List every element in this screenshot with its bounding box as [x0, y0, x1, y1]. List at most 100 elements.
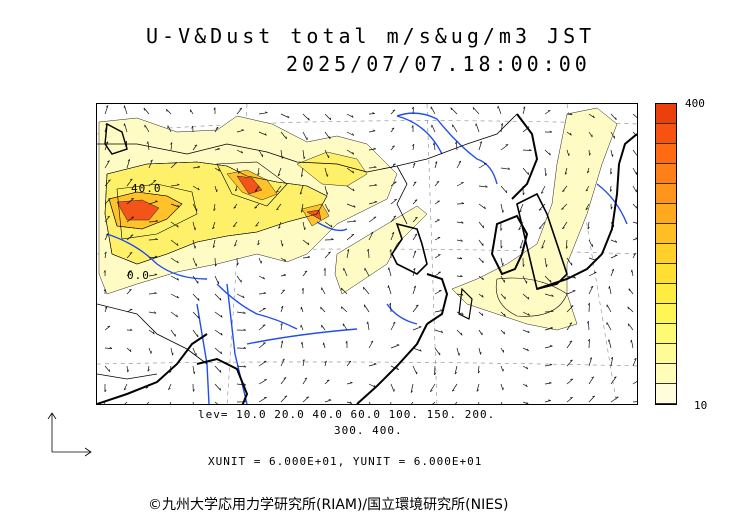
wind-arrow — [566, 275, 576, 279]
wind-arrow-head — [592, 395, 595, 398]
wind-arrow — [522, 293, 530, 300]
wind-arrow — [456, 347, 460, 356]
wind-arrow-head — [303, 156, 306, 160]
wind-arrow-head — [129, 328, 133, 331]
wind-arrow-head — [440, 330, 444, 333]
wind-arrow-head — [551, 294, 554, 297]
wind-arrow — [368, 401, 371, 404]
wind-arrow-head — [392, 145, 395, 148]
wind-arrow — [544, 167, 547, 176]
wind-arrow — [522, 401, 529, 404]
wind-arrow-head — [587, 302, 590, 306]
wind-arrow — [566, 131, 572, 136]
wind-arrow-head — [194, 227, 196, 231]
wind-arrow — [301, 341, 304, 349]
wind-arrow-head — [459, 257, 463, 260]
wind-arrow — [456, 311, 464, 316]
wind-arrow — [390, 181, 397, 187]
wind-arrow-head — [481, 294, 484, 298]
wind-arrow — [609, 286, 612, 295]
wind-arrow — [320, 306, 326, 313]
wind-arrow — [258, 324, 266, 331]
wind-arrow-head — [522, 264, 525, 267]
wind-arrow — [302, 149, 305, 159]
wind-arrow-head — [372, 129, 376, 132]
wind-arrow-head — [607, 339, 610, 342]
wind-arrow-head — [212, 245, 216, 248]
wind-arrow-head — [329, 117, 332, 120]
colorbar-segment — [656, 304, 676, 324]
wind-arrow-head — [219, 370, 222, 373]
wind-arrow-head — [243, 311, 246, 314]
wind-arrow — [610, 396, 619, 403]
wind-arrow-head — [350, 381, 353, 384]
colorbar-segment — [656, 344, 676, 364]
wind-arrow-head — [507, 167, 511, 170]
wind-arrow — [236, 365, 246, 368]
wind-arrow — [300, 203, 304, 213]
wind-arrow-head — [519, 210, 522, 213]
wind-arrow — [148, 311, 157, 314]
wind-arrow — [500, 203, 504, 213]
wind-arrow — [214, 347, 222, 355]
wind-arrow-head — [630, 269, 633, 273]
wind-arrow — [566, 322, 573, 331]
wind-arrow — [609, 185, 612, 192]
wind-arrow — [476, 383, 480, 392]
wind-arrow-head — [103, 288, 106, 292]
wind-arrow-head — [348, 360, 352, 363]
wind-arrow — [192, 293, 200, 301]
wind-arrow — [104, 179, 111, 187]
wind-arrow — [368, 340, 374, 349]
wind-arrow — [434, 365, 436, 375]
wind-arrow — [538, 203, 546, 211]
wind-arrow-head — [630, 339, 632, 343]
wind-arrow — [258, 360, 267, 367]
wind-arrow — [280, 131, 287, 140]
wind-arrow — [456, 275, 463, 277]
wind-arrow — [104, 306, 108, 313]
wind-arrow-head — [541, 191, 544, 194]
wind-arrow — [299, 185, 304, 195]
wind-arrow — [456, 141, 458, 151]
wind-arrow — [411, 401, 414, 404]
wind-arrow — [390, 344, 400, 349]
wind-arrow — [192, 166, 200, 169]
wind-arrow-head — [213, 107, 216, 110]
wind-arrow — [126, 308, 133, 313]
wind-arrow-head — [569, 112, 573, 115]
wind-arrow — [631, 339, 634, 349]
wind-arrow-head — [263, 276, 265, 280]
wind-arrow-head — [564, 172, 568, 175]
wind-arrow — [104, 215, 110, 223]
wind-arrow — [587, 221, 590, 230]
wind-arrow — [346, 234, 355, 241]
wind-arrow — [588, 376, 594, 385]
wind-arrow — [363, 286, 370, 295]
wind-arrow-head — [452, 389, 455, 392]
wind-arrow — [564, 167, 568, 175]
wind-arrow — [522, 383, 528, 387]
wind-arrow — [192, 239, 196, 249]
wind-arrow-head — [176, 260, 179, 264]
wind-arrow — [148, 201, 158, 205]
wind-arrow-head — [568, 153, 570, 156]
wind-arrow-head — [472, 107, 474, 110]
wind-arrow — [214, 275, 219, 284]
wind-arrow — [170, 293, 179, 299]
wind-arrow — [632, 185, 637, 193]
wind-arrow — [412, 106, 414, 115]
wind-arrow — [434, 310, 443, 313]
dust-map: 40.0 0.0 — [96, 103, 638, 405]
wind-arrow-head — [500, 245, 503, 249]
wind-arrow-head — [387, 267, 390, 270]
wind-arrow-head — [109, 346, 113, 349]
wind-arrow-head — [168, 387, 171, 390]
colorbar-segment — [656, 264, 676, 284]
wind-arrow-head — [413, 181, 417, 184]
wind-arrow-head — [340, 287, 343, 291]
wind-arrow — [169, 365, 172, 373]
wind-arrow-head — [460, 293, 464, 296]
wind-arrow-head — [500, 123, 503, 126]
wind-arrow-head — [304, 227, 306, 230]
